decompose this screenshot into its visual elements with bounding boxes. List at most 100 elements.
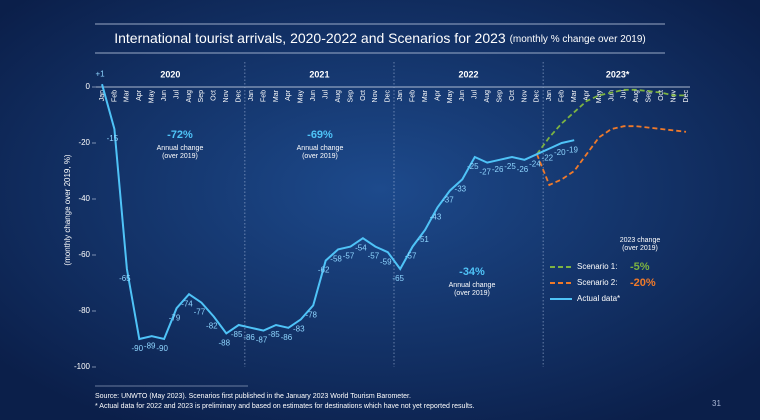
x-tick-label: Sep xyxy=(347,90,354,103)
data-label: -24 xyxy=(529,159,541,168)
x-tick-label: Jun xyxy=(459,90,466,101)
data-label: -59 xyxy=(380,257,392,266)
legend-change: -20% xyxy=(630,277,656,289)
x-tick-label: Apr xyxy=(136,89,143,101)
data-label: -58 xyxy=(330,255,342,264)
data-label: -19 xyxy=(566,145,578,154)
annotation-text: Annual change xyxy=(157,145,204,152)
legend-title: (over 2019) xyxy=(622,245,658,252)
y-tick-label: -60 xyxy=(78,250,90,259)
x-tick-label: Dec xyxy=(385,90,392,103)
data-label: -25 xyxy=(504,162,516,171)
x-tick-label: May xyxy=(298,90,305,104)
data-label: -83 xyxy=(293,325,305,334)
x-tick-label: Mar xyxy=(571,89,578,102)
data-label: -74 xyxy=(181,299,193,308)
x-tick-label: Jul xyxy=(323,90,330,99)
x-tick-label: May xyxy=(596,90,603,104)
data-label: -51 xyxy=(417,235,429,244)
x-tick-label: May xyxy=(149,90,156,104)
data-label: -26 xyxy=(517,165,529,174)
x-tick-label: Feb xyxy=(260,90,267,102)
data-label: -22 xyxy=(542,154,554,163)
annotation-value: -72% xyxy=(167,129,193,141)
x-tick-label: Mar xyxy=(124,89,131,102)
data-label: -65 xyxy=(119,274,131,283)
y-axis-label: (monthly change over 2019, %) xyxy=(63,154,72,266)
x-tick-label: Apr xyxy=(434,89,441,101)
x-tick-label: Jun xyxy=(608,90,615,101)
legend-label: Actual data* xyxy=(577,294,620,303)
data-label: -37 xyxy=(442,196,454,205)
source: Source: UNWTO (May 2023). Scenarios firs… xyxy=(95,393,411,400)
data-label: -88 xyxy=(218,339,230,348)
page-number: 31 xyxy=(712,399,721,408)
x-tick-label: May xyxy=(447,90,454,104)
x-tick-label: Nov xyxy=(223,90,230,103)
legend-title: 2023 change xyxy=(620,237,661,244)
legend-label: Scenario 1: xyxy=(577,262,617,271)
x-tick-label: Dec xyxy=(236,90,243,103)
year-label: 2022 xyxy=(459,69,479,79)
note: * Actual data for 2022 and 2023 is preli… xyxy=(95,403,474,410)
data-label: -15 xyxy=(107,134,119,143)
x-tick-label: Aug xyxy=(335,90,342,103)
data-label: -89 xyxy=(144,341,156,350)
x-tick-label: Nov xyxy=(372,90,379,103)
annotation-value: -34% xyxy=(459,266,485,278)
chart-title: International tourist arrivals, 2020-202… xyxy=(114,30,646,46)
x-tick-label: Jan xyxy=(248,90,255,101)
title-main: International tourist arrivals, 2020-202… xyxy=(114,30,506,46)
x-tick-label: Feb xyxy=(111,90,118,102)
year-label: 2021 xyxy=(309,69,329,79)
data-label: -65 xyxy=(392,274,404,283)
x-tick-label: Jun xyxy=(161,90,168,101)
x-tick-label: Jun xyxy=(310,90,317,101)
x-tick-label: Oct xyxy=(211,90,218,101)
data-label: -87 xyxy=(256,336,268,345)
x-tick-label: Feb xyxy=(409,90,416,102)
data-label: -62 xyxy=(318,266,330,275)
data-label: -85 xyxy=(231,330,243,339)
data-label: -26 xyxy=(492,165,504,174)
series-line xyxy=(536,125,687,187)
x-tick-label: Mar xyxy=(273,89,280,102)
data-label: -57 xyxy=(405,252,417,261)
data-label: -85 xyxy=(268,330,280,339)
x-tick-label: Jul xyxy=(472,90,479,99)
series-line xyxy=(101,83,575,341)
x-tick-label: Dec xyxy=(683,90,690,103)
x-tick-label: Oct xyxy=(658,90,665,101)
annotation-text: Annual change xyxy=(449,282,496,289)
year-label: 2020 xyxy=(160,69,180,79)
data-label: -54 xyxy=(355,243,367,252)
x-tick-label: Apr xyxy=(285,89,292,101)
annotation-text: (over 2019) xyxy=(162,153,198,160)
y-tick-label: -100 xyxy=(74,362,91,371)
x-tick-label: Jan xyxy=(397,90,404,101)
y-tick-label: -40 xyxy=(78,194,90,203)
x-tick-label: Oct xyxy=(360,90,367,101)
y-tick-label: -80 xyxy=(78,306,90,315)
annotation-text: Annual change xyxy=(297,145,344,152)
x-tick-label: Mar xyxy=(422,89,429,102)
data-label: -86 xyxy=(243,333,255,342)
data-label: -20 xyxy=(554,148,566,157)
x-tick-label: Aug xyxy=(484,90,491,103)
data-label: -82 xyxy=(206,322,218,331)
x-tick-label: Jul xyxy=(173,90,180,99)
legend-label: Scenario 2: xyxy=(577,278,617,287)
x-tick-label: Dec xyxy=(534,90,541,103)
data-label: -90 xyxy=(131,344,143,353)
series-line xyxy=(536,88,686,155)
x-tick-label: Jan xyxy=(99,90,106,101)
data-label: -25 xyxy=(467,162,479,171)
x-tick-label: Jan xyxy=(546,90,553,101)
data-label: -57 xyxy=(368,252,380,261)
data-label: -77 xyxy=(194,308,206,317)
x-tick-label: Sep xyxy=(646,90,653,103)
data-label: -78 xyxy=(305,311,317,320)
x-tick-label: Feb xyxy=(559,90,566,102)
x-tick-label: Aug xyxy=(186,90,193,103)
